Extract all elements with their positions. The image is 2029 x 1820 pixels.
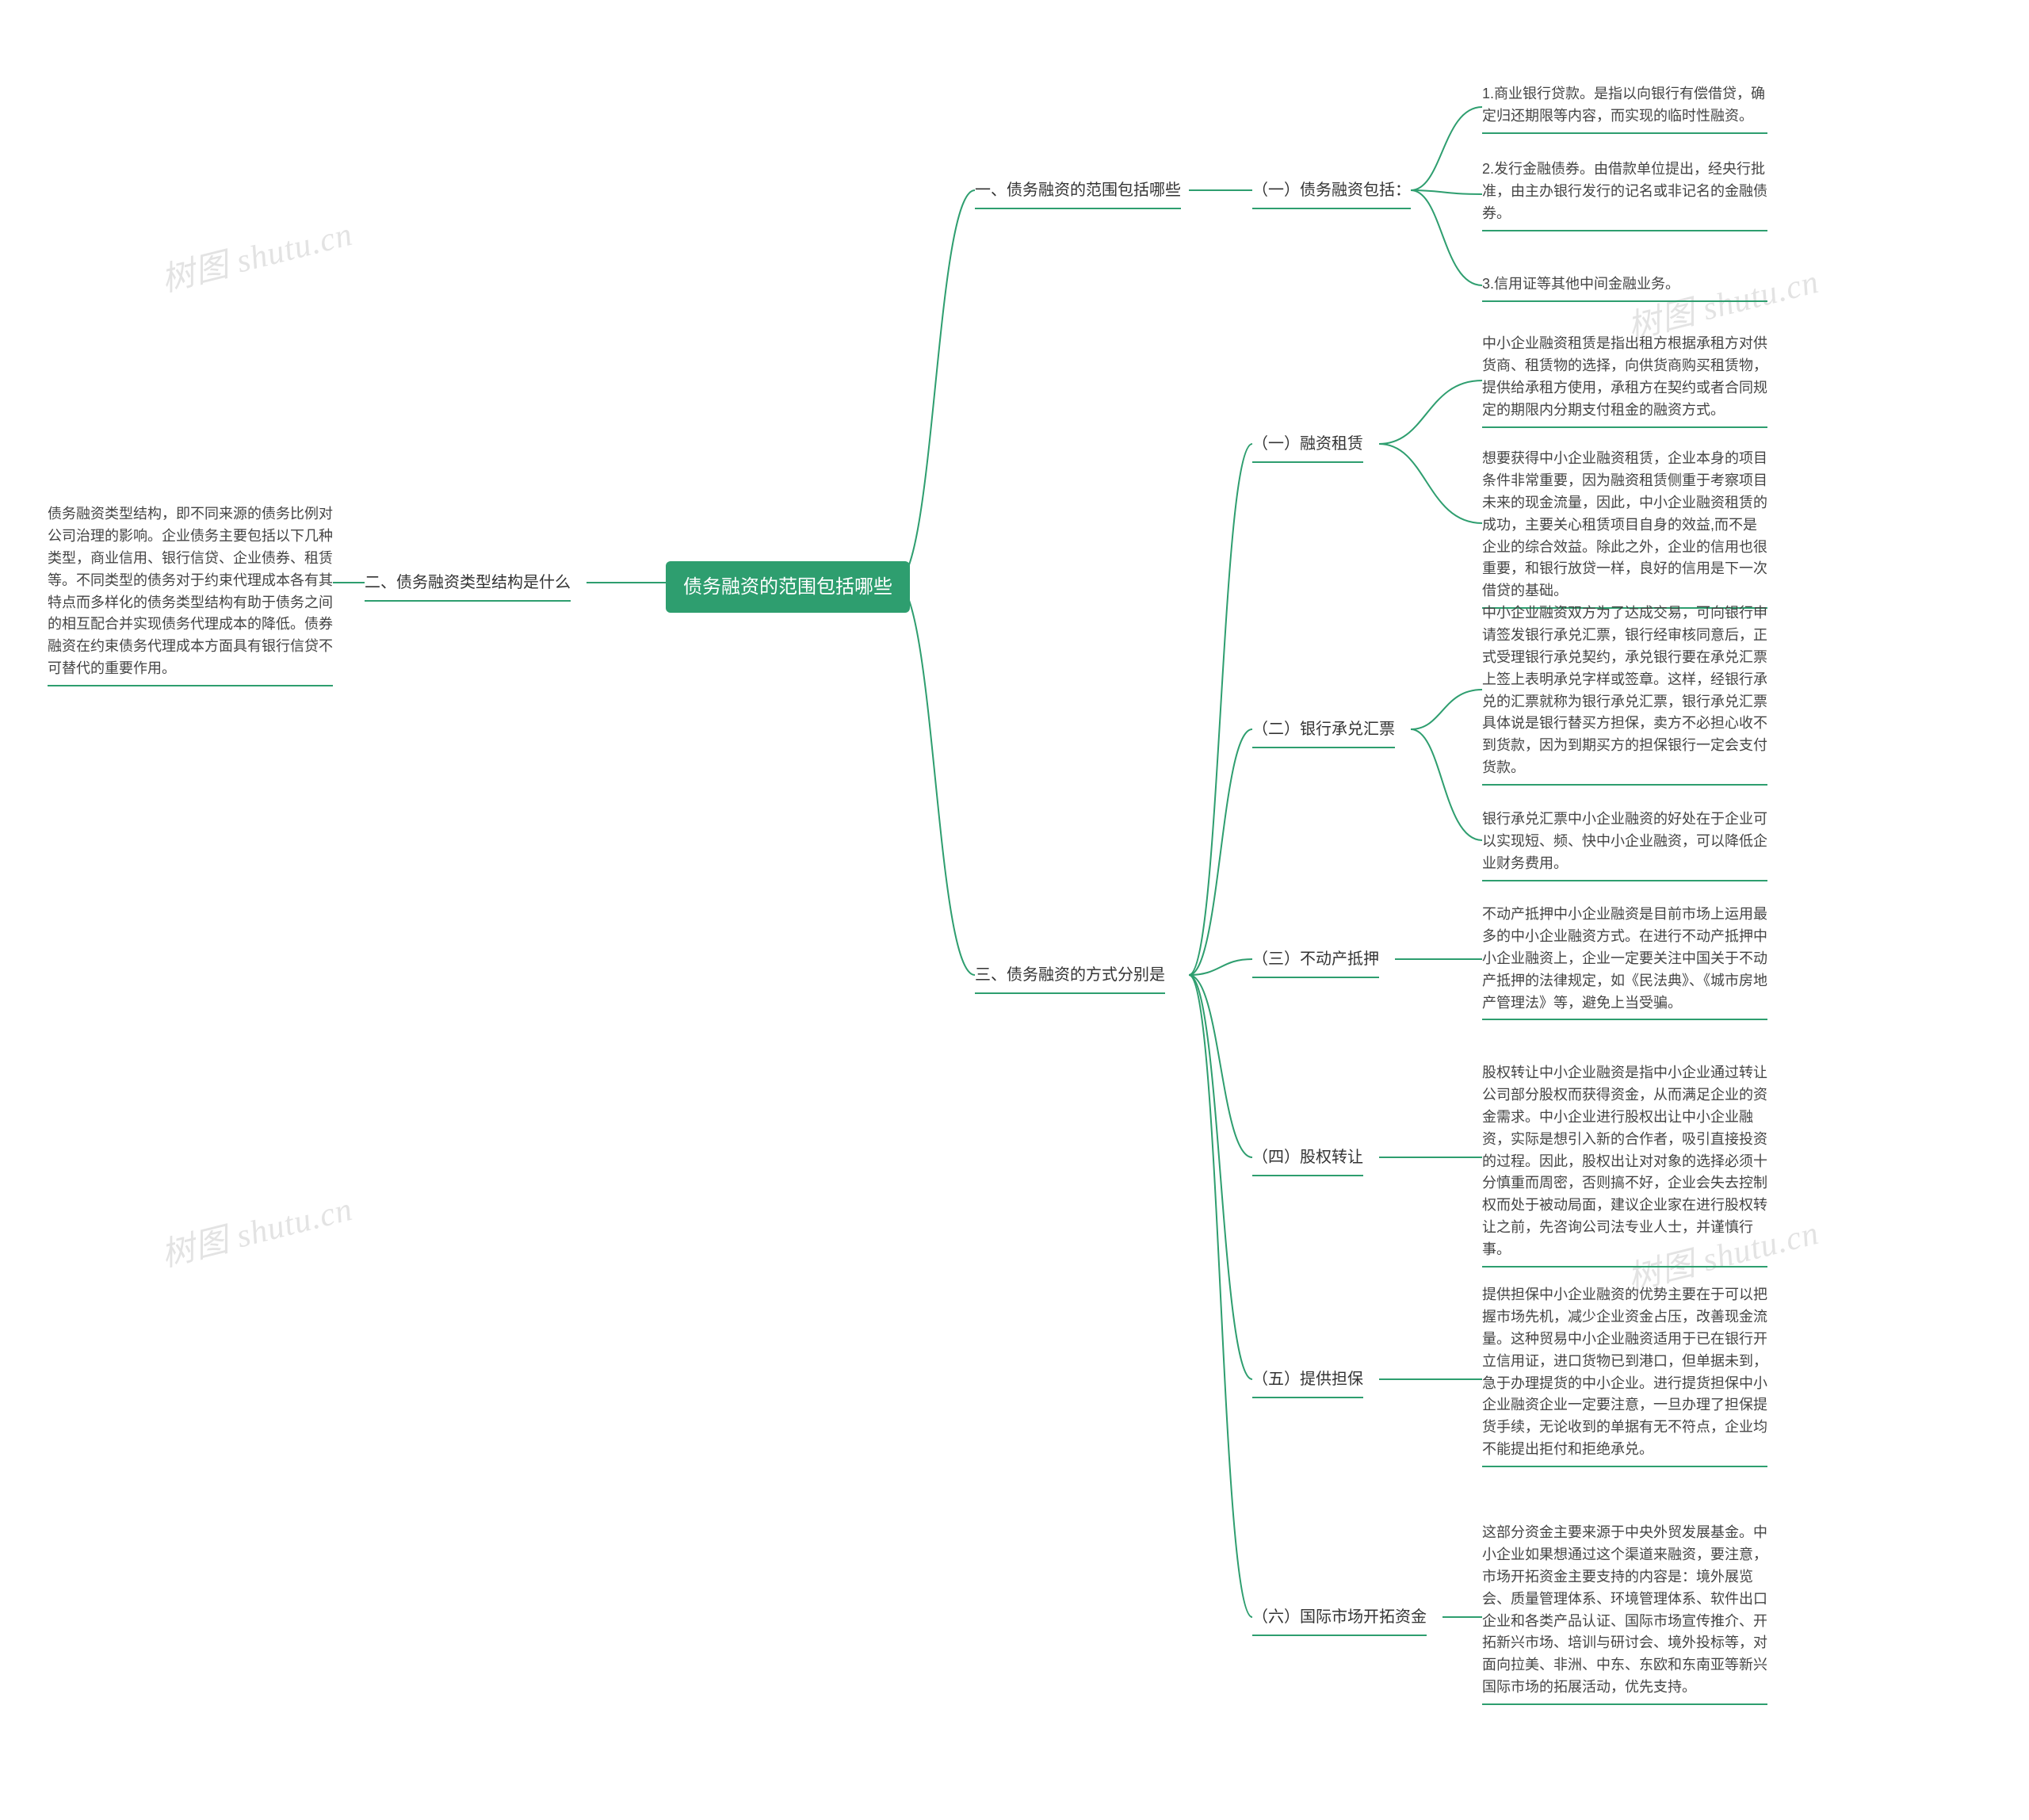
branch-1-item-2: 2.发行金融债券。由借款单位提出，经央行批准，由主办银行发行的记名或非记名的金融… xyxy=(1482,159,1767,231)
branch-2-leaf: 债务融资类型结构，即不同来源的债务比例对公司治理的影响。企业债务主要包括以下几种… xyxy=(48,503,333,686)
branch-3-sub-2-p1: 中小企业融资双方为了达成交易，可向银行申请签发银行承兑汇票，银行经审核同意后，正… xyxy=(1482,602,1767,786)
branch-3[interactable]: 三、债务融资的方式分别是 xyxy=(975,963,1165,994)
branch-3-sub-2-p2: 银行承兑汇票中小企业融资的好处在于企业可以实现短、频、快中小企业融资，可以降低企… xyxy=(1482,809,1767,881)
branch-3-sub-4-p1: 股权转让中小企业融资是指中小企业通过转让公司部分股权而获得资金，从而满足企业的资… xyxy=(1482,1062,1767,1268)
branch-3-sub-3-p1: 不动产抵押中小企业融资是目前市场上运用最多的中小企业融资方式。在进行不动产抵押中… xyxy=(1482,904,1767,1020)
branch-3-sub-5-p1: 提供担保中小企业融资的优势主要在于可以把握市场先机，减少企业资金占压，改善现金流… xyxy=(1482,1284,1767,1467)
branch-1[interactable]: 一、债务融资的范围包括哪些 xyxy=(975,178,1181,209)
branch-3-sub-6-p1: 这部分资金主要来源于中央外贸发展基金。中小企业如果想通过这个渠道来融资，要注意，… xyxy=(1482,1522,1767,1705)
branch-3-sub-2[interactable]: （二）银行承兑汇票 xyxy=(1252,717,1395,748)
branch-1-item-1: 1.商业银行贷款。是指以向银行有偿借贷，确定归还期限等内容，而实现的临时性融资。 xyxy=(1482,83,1767,134)
branch-2[interactable]: 二、债务融资类型结构是什么 xyxy=(365,571,571,602)
branch-1-sub[interactable]: （一）债务融资包括： xyxy=(1252,178,1411,209)
branch-3-sub-1-p1: 中小企业融资租赁是指出租方根据承租方对供货商、租赁物的选择，向供货商购买租赁物，… xyxy=(1482,333,1767,428)
branch-3-sub-4[interactable]: （四）股权转让 xyxy=(1252,1145,1363,1176)
branch-3-sub-1-p2: 想要获得中小企业融资租赁，企业本身的项目条件非常重要，因为融资租赁侧重于考察项目… xyxy=(1482,448,1767,609)
branch-3-sub-3[interactable]: （三）不动产抵押 xyxy=(1252,947,1379,978)
branch-1-item-3: 3.信用证等其他中间金融业务。 xyxy=(1482,273,1767,302)
branch-3-sub-5[interactable]: （五）提供担保 xyxy=(1252,1367,1363,1398)
watermark: 树图 shutu.cn xyxy=(155,207,357,301)
branch-3-sub-6[interactable]: （六）国际市场开拓资金 xyxy=(1252,1605,1427,1636)
branch-3-sub-1[interactable]: （一）融资租赁 xyxy=(1252,432,1363,463)
watermark: 树图 shutu.cn xyxy=(155,1182,357,1276)
root-node[interactable]: 债务融资的范围包括哪些 xyxy=(666,561,910,613)
